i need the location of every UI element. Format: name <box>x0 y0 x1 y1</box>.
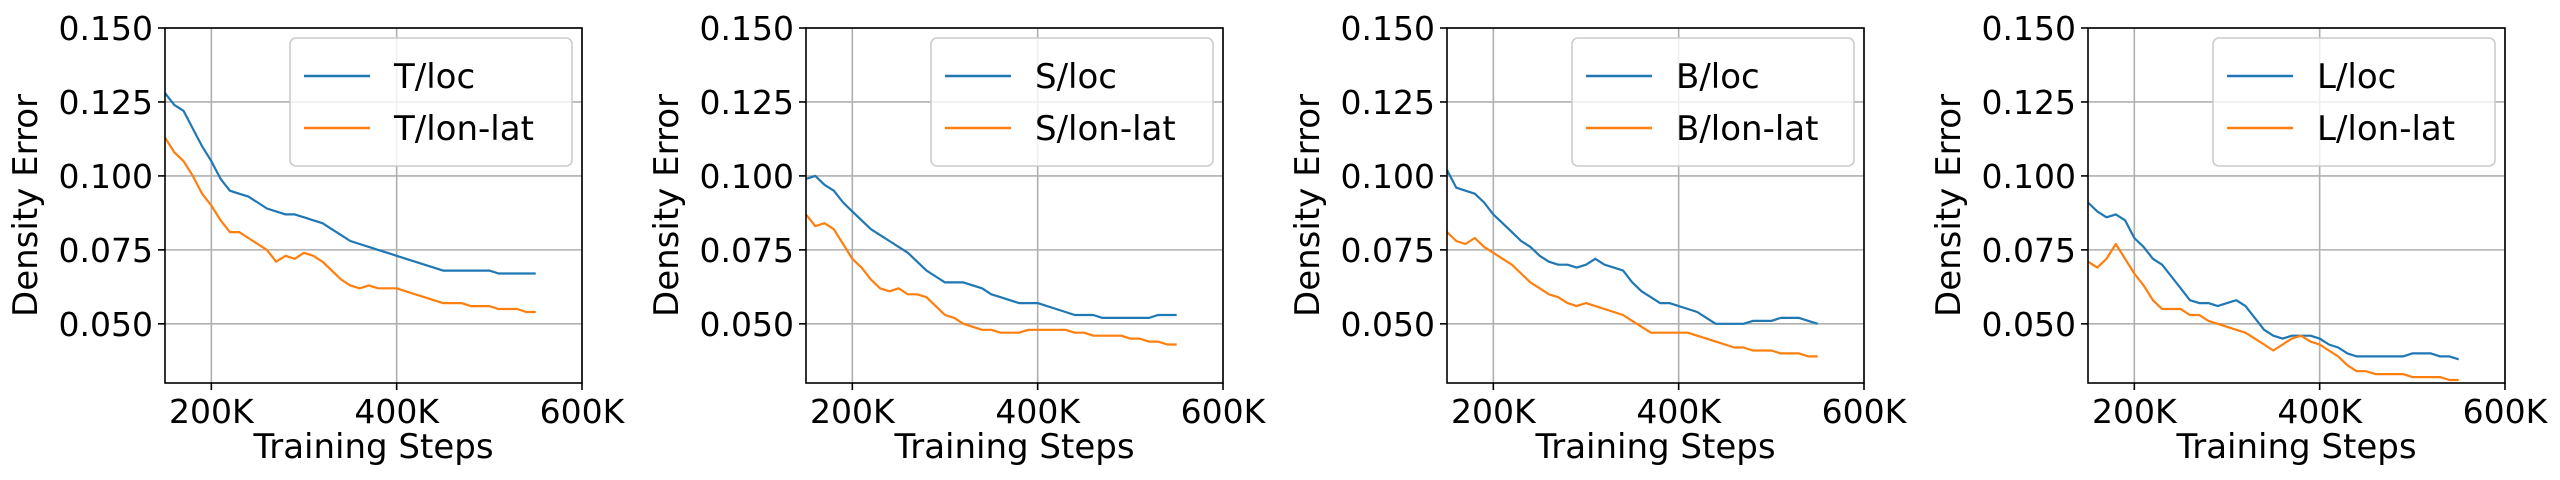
x-tick-label: 400K <box>2277 392 2363 431</box>
series-line-lon-lat <box>1446 231 1818 358</box>
y-tick-label: 0.125 <box>700 83 794 122</box>
x-tick-label: 200K <box>169 392 255 431</box>
chart-panel-1: 200K 400K 600K 0.050 0.075 0.100 0.125 0.150 Tra… <box>6 9 626 467</box>
y-axis-label: Density Error <box>6 94 46 317</box>
x-tick-label: 400K <box>354 392 440 431</box>
legend-box <box>930 37 1214 167</box>
y-axis-label: Density Error <box>647 94 687 317</box>
series-line-loc <box>805 174 1177 319</box>
legend-label: B/lon-lat <box>1676 109 1818 149</box>
x-axis-label: Training Steps <box>893 427 1134 467</box>
legend-label: T/loc <box>393 57 475 97</box>
series-line-lon-lat <box>2087 242 2459 382</box>
x-tick-label: 600K <box>540 392 626 431</box>
y-tick-label: 0.150 <box>59 9 153 48</box>
y-tick-label: 0.050 <box>59 305 153 344</box>
y-tick-label: 0.150 <box>700 9 794 48</box>
legend-label: S/lon-lat <box>1035 109 1176 149</box>
axes-frame <box>805 27 1224 384</box>
y-tick-label: 0.100 <box>59 157 153 196</box>
axes-frame <box>164 27 583 384</box>
axes-frame <box>2087 27 2506 384</box>
legend-label: B/loc <box>1676 57 1760 97</box>
y-axis-label: Density Error <box>1929 94 1969 317</box>
y-tick-label: 0.125 <box>1341 83 1435 122</box>
legend-label: L/lon-lat <box>2317 109 2455 149</box>
series-line-lon-lat <box>805 213 1177 346</box>
x-axis-label: Training Steps <box>2175 427 2416 467</box>
x-tick-label: 400K <box>995 392 1081 431</box>
chart-panel-2: 200K 400K 600K 0.050 0.075 0.100 0.125 0.150 Tra… <box>647 9 1267 467</box>
y-tick-label: 0.125 <box>59 83 153 122</box>
y-tick-label: 0.075 <box>1982 231 2076 270</box>
y-tick-label: 0.050 <box>1341 305 1435 344</box>
x-axis-label: Training Steps <box>252 427 493 467</box>
y-tick-label: 0.100 <box>1982 157 2076 196</box>
series-line-lon-lat <box>164 136 536 314</box>
legend-label: L/loc <box>2317 57 2396 97</box>
y-tick-label: 0.100 <box>700 157 794 196</box>
y-tick-label: 0.125 <box>1982 83 2076 122</box>
chart-panel-3: 200K 400K 600K 0.050 0.075 0.100 0.125 0.150 Tra… <box>1288 9 1908 467</box>
y-tick-label: 0.150 <box>1341 9 1435 48</box>
x-tick-label: 200K <box>1451 392 1537 431</box>
legend-box <box>289 37 573 167</box>
y-tick-label: 0.150 <box>1982 9 2076 48</box>
legend-box <box>2212 37 2496 167</box>
y-tick-label: 0.075 <box>59 231 153 270</box>
y-tick-label: 0.050 <box>1982 305 2076 344</box>
x-tick-label: 600K <box>1822 392 1908 431</box>
series-line-loc <box>2087 201 2460 361</box>
legend-label: T/lon-lat <box>393 109 534 149</box>
y-axis-label: Density Error <box>1288 94 1328 317</box>
x-tick-label: 200K <box>2092 392 2178 431</box>
series-line-loc <box>1446 169 1819 325</box>
x-tick-label: 200K <box>810 392 896 431</box>
series-line-loc <box>164 92 536 275</box>
x-tick-label: 400K <box>1636 392 1722 431</box>
axes-frame <box>1446 27 1865 384</box>
x-tick-label: 600K <box>1181 392 1267 431</box>
x-tick-label: 600K <box>2463 392 2549 431</box>
chart-panel-4: 200K 400K 600K 0.050 0.075 0.100 0.125 0.150 Tra… <box>1929 9 2549 467</box>
y-tick-label: 0.075 <box>1341 231 1435 270</box>
y-tick-label: 0.050 <box>700 305 794 344</box>
y-tick-label: 0.100 <box>1341 157 1435 196</box>
x-axis-label: Training Steps <box>1534 427 1775 467</box>
legend-label: S/loc <box>1035 57 1117 97</box>
legend-box <box>1571 37 1855 167</box>
y-tick-label: 0.075 <box>700 231 794 270</box>
